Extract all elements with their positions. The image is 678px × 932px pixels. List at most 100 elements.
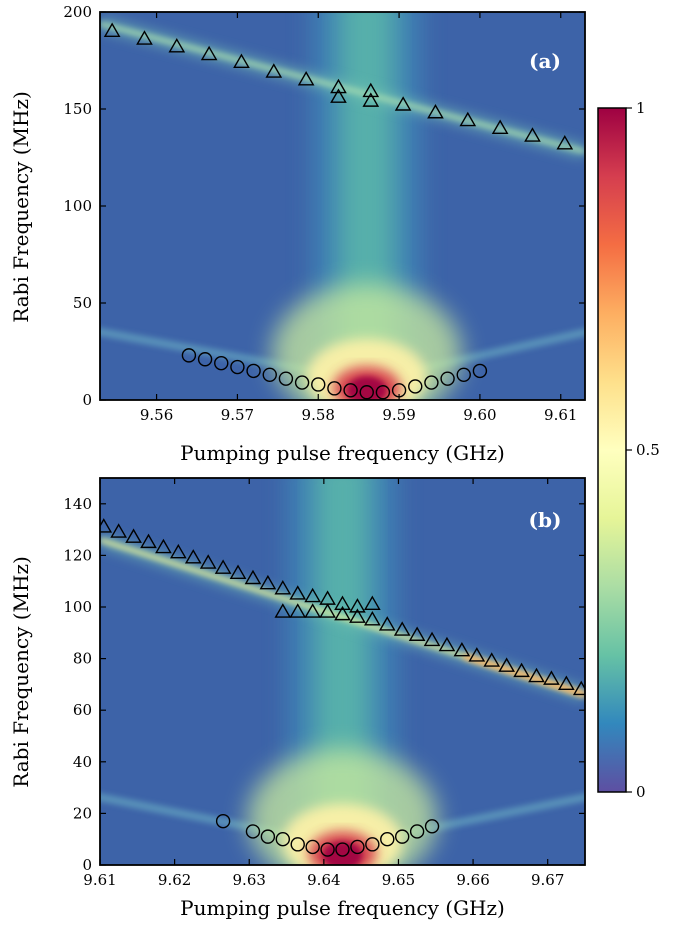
triangle-marker [498,657,515,672]
triangle-marker [330,78,347,94]
x-axis-label: Pumping pulse frequency (GHz) [180,896,505,920]
circle-marker [320,842,335,857]
x-tick-label: 9.60 [463,406,496,424]
triangle-marker [214,559,232,574]
triangle-marker [364,610,381,626]
triangle-marker [459,111,477,127]
circle-marker [290,837,305,852]
y-tick-label: 40 [73,753,92,771]
triangle-marker [349,598,366,613]
triangle-marker [393,621,411,636]
triangle-marker [427,103,444,119]
triangle-marker [304,603,321,618]
circle-marker [245,824,261,839]
hot-spot-core [322,841,363,865]
x-tick-label: 9.57 [221,406,254,424]
y-tick-label: 200 [63,3,92,21]
colorbar-tick-label: 0 [636,783,646,801]
y-axis-label: Rabi Frequency (MHz) [9,91,33,323]
triangle-marker [259,574,277,590]
circle-marker [305,839,320,855]
x-tick-label: 9.63 [233,871,266,889]
circle-marker [327,381,342,396]
circle-marker [262,367,277,382]
circle-marker [260,829,276,844]
triangle-marker [304,587,321,603]
y-tick-label: 140 [63,495,92,513]
y-tick-label: 60 [73,701,92,719]
plot-frame [99,477,586,866]
triangle-marker [229,564,247,580]
circle-marker [408,379,423,394]
colorbar-bar [597,107,627,793]
circle-marker [181,348,197,363]
panel-label: (b) [529,508,562,532]
circle-marker [197,352,213,367]
triangle-marker [491,119,509,134]
y-tick-label: 50 [73,294,92,312]
circle-marker [278,371,294,386]
y-tick-label: 150 [63,100,92,118]
colorbar: 00.51 [597,99,660,801]
x-tick-label: 9.66 [456,871,489,889]
y-tick-label: 100 [63,598,92,616]
circle-marker [424,819,440,834]
x-axis-label: Pumping pulse frequency (GHz) [180,441,505,465]
x-tick-label: 9.67 [531,871,564,889]
triangle-marker [199,554,217,569]
triangle-marker [184,549,202,564]
triangle-marker [155,538,172,554]
circle-marker [440,371,455,386]
y-axis-label: Rabi Frequency (MHz) [9,556,33,788]
panel-label: (a) [529,49,561,73]
circle-marker [350,839,365,855]
markers [103,22,574,400]
circle-marker [472,363,488,379]
circle-marker [294,375,310,390]
circle-marker [380,832,395,847]
y-tick-label: 120 [63,546,92,564]
triangle-marker [200,45,218,61]
triangle-marker [168,38,186,53]
x-tick-label: 9.62 [158,871,191,889]
triangle-marker [289,603,307,618]
colorbar-tick-label: 1 [636,99,646,117]
triangle-marker [408,626,426,641]
triangle-marker [349,608,366,623]
triangle-marker [513,662,530,678]
triangle-marker [274,580,292,595]
triangle-marker [110,523,127,538]
circle-marker [359,385,374,400]
circle-marker [246,363,261,379]
circle-marker [409,824,425,839]
triangle-marker [558,675,575,690]
y-tick-label: 0 [82,856,92,874]
triangle-marker [378,616,396,631]
circle-marker [335,842,350,857]
heatmap [100,478,585,865]
triangle-marker [136,30,153,45]
triangle-marker [244,569,262,585]
y-tick-label: 20 [73,804,92,822]
triangle-marker [543,670,560,685]
triangle-marker [394,96,412,111]
circle-marker [365,837,380,852]
triangle-marker [125,528,142,543]
upper-branch-warm [462,653,585,698]
triangle-marker [330,88,347,103]
markers [100,518,585,857]
triangle-marker [319,603,336,618]
circle-marker [275,832,291,847]
triangle-marker [233,53,250,69]
triangle-marker [362,92,380,107]
triangle-marker [334,605,351,621]
triangle-marker [103,22,121,37]
x-tick-label: 9.64 [307,871,340,889]
triangle-marker [438,636,456,652]
y-tick-label: 100 [63,197,92,215]
triangle-marker [274,603,292,618]
triangle-marker [362,82,380,98]
triangle-marker [453,641,471,657]
x-tick-label: 9.61 [544,406,577,424]
circle-marker [311,377,326,392]
